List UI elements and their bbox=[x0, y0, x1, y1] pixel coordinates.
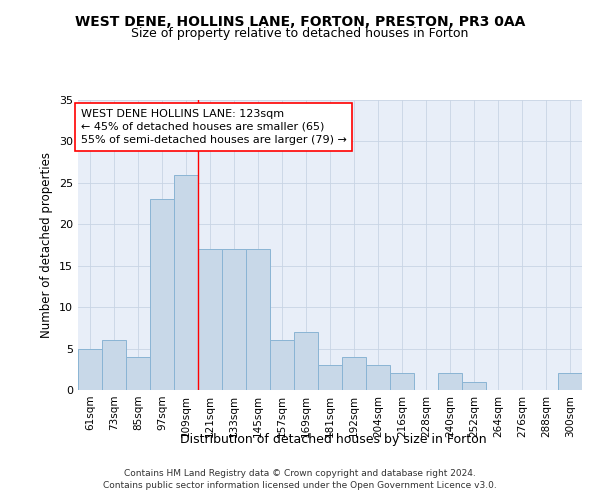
Text: Size of property relative to detached houses in Forton: Size of property relative to detached ho… bbox=[131, 28, 469, 40]
Bar bbox=[366, 365, 390, 390]
Y-axis label: Number of detached properties: Number of detached properties bbox=[40, 152, 53, 338]
Bar bbox=[78, 348, 102, 390]
Bar bbox=[126, 357, 150, 390]
Bar bbox=[462, 382, 486, 390]
Text: Contains HM Land Registry data © Crown copyright and database right 2024.
Contai: Contains HM Land Registry data © Crown c… bbox=[103, 468, 497, 490]
Bar bbox=[342, 357, 366, 390]
Bar bbox=[150, 200, 174, 390]
Bar bbox=[102, 340, 126, 390]
Bar bbox=[318, 365, 342, 390]
Text: WEST DENE, HOLLINS LANE, FORTON, PRESTON, PR3 0AA: WEST DENE, HOLLINS LANE, FORTON, PRESTON… bbox=[75, 15, 525, 29]
Bar bbox=[270, 340, 294, 390]
Bar bbox=[198, 249, 222, 390]
Bar bbox=[174, 174, 198, 390]
Text: Distribution of detached houses by size in Forton: Distribution of detached houses by size … bbox=[179, 432, 487, 446]
Bar bbox=[294, 332, 318, 390]
Bar bbox=[558, 374, 582, 390]
Bar bbox=[438, 374, 462, 390]
Bar bbox=[246, 249, 270, 390]
Bar bbox=[390, 374, 414, 390]
Bar bbox=[222, 249, 246, 390]
Text: WEST DENE HOLLINS LANE: 123sqm
← 45% of detached houses are smaller (65)
55% of : WEST DENE HOLLINS LANE: 123sqm ← 45% of … bbox=[80, 108, 346, 145]
